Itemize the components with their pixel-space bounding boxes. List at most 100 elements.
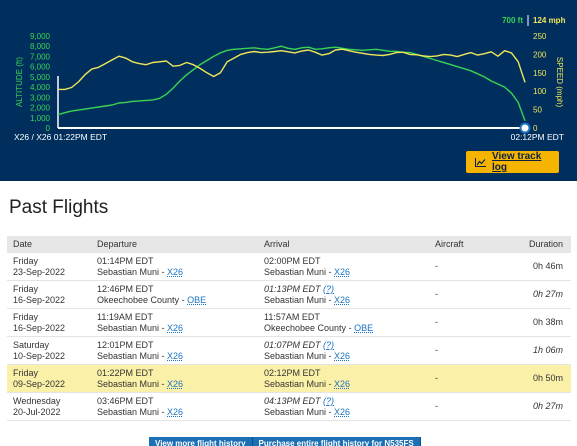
speed-tick-label: 0 — [533, 124, 538, 133]
departure-time: 12:46PM EDT — [97, 284, 154, 294]
flight-day: Saturday — [13, 340, 50, 350]
estimated-marker-link[interactable]: (?) — [323, 284, 335, 294]
flight-day: Friday — [13, 368, 39, 378]
history-button-bar: View more flight history Purchase entire… — [149, 437, 421, 446]
departure-cell: 03:46PM EDT Sebastian Muni - X26 — [91, 392, 258, 421]
departure-airport-code-link[interactable]: X26 — [167, 322, 184, 333]
flight-row[interactable]: Wednesday 20-Jul-2022 03:46PM EDT Sebastian… — [7, 392, 571, 421]
origin-label: X26 / X26 01:22PM EDT — [14, 132, 108, 142]
duration-value: 1h 06m — [532, 345, 563, 356]
arrival-airport-code-link[interactable]: X26 — [334, 350, 351, 361]
flight-date-cell: Friday 23-Sep-2022 — [7, 253, 91, 281]
flight-row[interactable]: Friday 16-Sep-2022 12:46PM EDT Okeechobee C… — [7, 280, 571, 309]
arrival-airport-code-link[interactable]: X26 — [334, 406, 351, 417]
flight-date-cell: Wednesday 20-Jul-2022 — [7, 392, 91, 421]
flight-row[interactable]: Saturday 10-Sep-2022 12:01PM EDT Sebastian … — [7, 336, 571, 365]
arrival-airport: Sebastian Muni — [264, 294, 327, 305]
current-position-marker — [519, 122, 531, 134]
altitude-axis-title: ALTITUDE (ft) — [15, 57, 24, 107]
duration-value: 0h 46m — [532, 261, 563, 272]
flight-row[interactable]: Friday 23-Sep-2022 01:14PM EDT Sebastian Mu… — [7, 253, 571, 281]
flight-date-cell: Friday 16-Sep-2022 — [7, 308, 91, 337]
arrival-airport-code-link[interactable]: X26 — [334, 294, 351, 305]
column-header-arrival[interactable]: Arrival — [258, 236, 429, 253]
altitude-tick-label: 3,000 — [30, 93, 51, 102]
estimated-marker-link[interactable]: (?) — [323, 396, 335, 406]
departure-airport: Sebastian Muni — [97, 266, 160, 277]
departure-time: 01:22PM EDT — [97, 368, 154, 378]
arrival-airport-code-link[interactable]: OBE — [354, 322, 374, 333]
arrival-cell: 11:57AM EDT Okeechobee County - OBE — [258, 308, 429, 337]
departure-time: 03:46PM EDT — [97, 396, 154, 406]
line-chart-icon — [475, 157, 486, 167]
departure-airport-code-link[interactable]: OBE — [187, 294, 207, 305]
flight-row[interactable]: Friday 09-Sep-2022 01:22PM EDT Sebastian Mu… — [7, 364, 571, 393]
departure-airport: Sebastian Muni — [97, 350, 160, 361]
column-header-departure[interactable]: Departure — [91, 236, 258, 253]
flight-day: Wednesday — [13, 396, 61, 406]
view-more-history-button[interactable]: View more flight history — [149, 437, 253, 446]
departure-airport: Sebastian Muni — [97, 322, 160, 333]
estimated-marker-link[interactable]: (?) — [323, 340, 335, 350]
arrival-airport-code-link[interactable]: X26 — [334, 266, 351, 277]
duration-cell: 0h 38m — [501, 308, 571, 337]
aircraft-cell: - — [429, 364, 501, 393]
flight-date: 10-Sep-2022 — [13, 350, 66, 361]
departure-time: 11:19AM EDT — [97, 312, 153, 322]
purchase-history-button[interactable]: Purchase entire flight history for N535F… — [252, 437, 421, 446]
flight-track-chart: 9,000 8,000 7,000 6,000 5,000 4,000 3,000 2,000… — [0, 0, 577, 181]
speed-axis-title: SPEED (mph) — [555, 57, 564, 108]
aircraft-cell: - — [429, 392, 501, 421]
past-flights-title: Past Flights — [9, 197, 109, 218]
departure-time: 12:01PM EDT — [97, 340, 154, 350]
duration-cell: 0h 50m — [501, 364, 571, 393]
arrival-time: 02:00PM EDT — [264, 256, 321, 266]
departure-airport-code-link[interactable]: X26 — [167, 266, 184, 277]
arrival-airport: Sebastian Muni — [264, 406, 327, 417]
flight-day: Friday — [13, 284, 39, 294]
column-header-date[interactable]: Date — [7, 236, 91, 253]
altitude-tick-label: 4,000 — [30, 83, 51, 92]
aircraft-cell: - — [429, 253, 501, 281]
departure-airport: Sebastian Muni — [97, 378, 160, 389]
arrival-cell: 02:00PM EDT Sebastian Muni - X26 — [258, 253, 429, 281]
altitude-tick-label: 1,000 — [30, 114, 51, 123]
departure-airport-code-link[interactable]: X26 — [167, 406, 184, 417]
speed-tick-label: 250 — [533, 32, 547, 41]
speed-tick-label: 200 — [533, 50, 547, 59]
duration-cell: 1h 06m — [501, 336, 571, 365]
duration-cell: 0h 46m — [501, 253, 571, 281]
arrival-airport-code-link[interactable]: X26 — [334, 378, 351, 389]
duration-cell: 0h 27m — [501, 280, 571, 309]
duration-value: 0h 38m — [532, 317, 563, 328]
flight-date: 16-Sep-2022 — [13, 294, 66, 305]
altitude-tick-label: 7,000 — [30, 52, 51, 61]
column-header-aircraft[interactable]: Aircraft — [429, 236, 501, 253]
departure-airport: Sebastian Muni — [97, 406, 160, 417]
departure-cell: 12:46PM EDT Okeechobee County - OBE — [91, 280, 258, 309]
altitude-tick-label: 6,000 — [30, 63, 51, 72]
flight-row[interactable]: Friday 16-Sep-2022 11:19AM EDT Sebastian Mu… — [7, 308, 571, 337]
arrival-airport: Sebastian Muni — [264, 350, 327, 361]
arrival-time: 04:13PM EDT — [264, 396, 321, 406]
speed-tick-label: 50 — [533, 106, 542, 115]
speed-tick-label: 150 — [533, 69, 547, 78]
duration-cell: 0h 27m — [501, 392, 571, 421]
aircraft-cell: - — [429, 280, 501, 309]
flight-date-cell: Friday 16-Sep-2022 — [7, 280, 91, 309]
duration-value: 0h 27m — [532, 289, 563, 300]
altitude-tick-label: 8,000 — [30, 42, 51, 51]
arrival-cell: 01:13PM EDT (?) Sebastian Muni - X26 — [258, 280, 429, 309]
departure-cell: 01:22PM EDT Sebastian Muni - X26 — [91, 364, 258, 393]
arrival-time: 11:57AM EDT — [264, 312, 320, 322]
view-track-log-button[interactable]: View track log — [466, 151, 559, 173]
current-speed-readout: 124 mph — [533, 16, 566, 25]
column-header-duration[interactable]: Duration — [501, 236, 571, 253]
departure-airport-code-link[interactable]: X26 — [167, 378, 184, 389]
speed-tick-label: 100 — [533, 87, 547, 96]
arrival-airport: Sebastian Muni — [264, 266, 327, 277]
arrival-time: 01:07PM EDT — [264, 340, 321, 350]
altitude-tick-label: 5,000 — [30, 73, 51, 82]
departure-airport-code-link[interactable]: X26 — [167, 350, 184, 361]
